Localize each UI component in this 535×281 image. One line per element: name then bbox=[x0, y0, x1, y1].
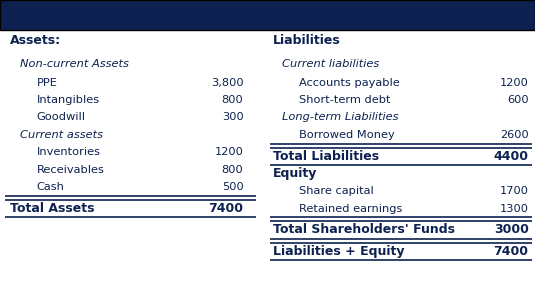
Text: 800: 800 bbox=[221, 95, 243, 105]
Text: 1300: 1300 bbox=[500, 203, 529, 214]
Text: Current liabilities: Current liabilities bbox=[282, 59, 380, 69]
Text: 7400: 7400 bbox=[494, 245, 529, 258]
Text: Liabilities + Equity: Liabilities + Equity bbox=[273, 245, 404, 258]
Text: Current assets: Current assets bbox=[20, 130, 103, 140]
Text: 500: 500 bbox=[221, 182, 243, 192]
Text: Non-current Assets: Non-current Assets bbox=[20, 59, 129, 69]
Text: Balance Sheet for XYZ Retail Ltd - £m: Balance Sheet for XYZ Retail Ltd - £m bbox=[7, 8, 279, 22]
Text: Retained earnings: Retained earnings bbox=[299, 203, 402, 214]
Text: Intangibles: Intangibles bbox=[36, 95, 100, 105]
Text: 600: 600 bbox=[507, 95, 529, 105]
Text: 1200: 1200 bbox=[215, 147, 243, 157]
Text: Inventories: Inventories bbox=[36, 147, 101, 157]
Text: Total Shareholders' Funds: Total Shareholders' Funds bbox=[273, 223, 455, 236]
Text: Share capital: Share capital bbox=[299, 186, 373, 196]
Text: Goodwill: Goodwill bbox=[36, 112, 86, 123]
Text: Long-term Liabilities: Long-term Liabilities bbox=[282, 112, 399, 123]
Text: Liabilities: Liabilities bbox=[273, 34, 341, 47]
Text: 2600: 2600 bbox=[500, 130, 529, 140]
Text: 4400: 4400 bbox=[494, 150, 529, 163]
Text: Receivables: Receivables bbox=[36, 165, 104, 175]
FancyBboxPatch shape bbox=[0, 0, 535, 30]
Text: 300: 300 bbox=[221, 112, 243, 123]
Text: 7400: 7400 bbox=[209, 202, 243, 215]
Text: 800: 800 bbox=[221, 165, 243, 175]
Text: 3,800: 3,800 bbox=[211, 78, 243, 88]
Text: Cash: Cash bbox=[36, 182, 64, 192]
Text: PPE: PPE bbox=[36, 78, 57, 88]
Text: Total Assets: Total Assets bbox=[10, 202, 94, 215]
Text: Accounts payable: Accounts payable bbox=[299, 78, 399, 88]
Text: Equity: Equity bbox=[273, 167, 317, 180]
Text: 3000: 3000 bbox=[494, 223, 529, 236]
Text: 1700: 1700 bbox=[500, 186, 529, 196]
Text: Short-term debt: Short-term debt bbox=[299, 95, 390, 105]
Text: Total Liabilities: Total Liabilities bbox=[273, 150, 379, 163]
Text: Borrowed Money: Borrowed Money bbox=[299, 130, 394, 140]
Text: 1200: 1200 bbox=[500, 78, 529, 88]
Text: Assets:: Assets: bbox=[10, 34, 61, 47]
